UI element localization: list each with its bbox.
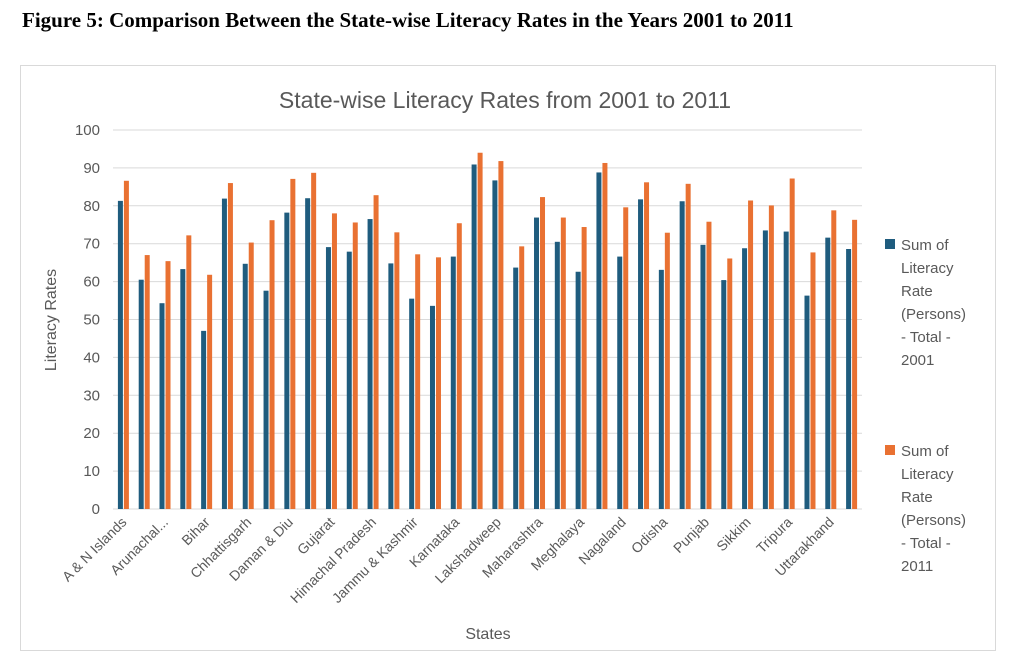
bar-2011: [540, 197, 546, 509]
bar-2001: [159, 303, 165, 509]
bar-2001: [679, 201, 685, 509]
bar-2011: [144, 255, 150, 509]
bar-2001: [534, 217, 540, 509]
bar-2001: [284, 212, 290, 509]
x-tick-label: Sikkim: [713, 514, 753, 554]
bar-2011: [269, 220, 275, 509]
bar-2001: [201, 330, 207, 509]
x-tick-label: Bihar: [178, 514, 213, 549]
y-tick-label: 90: [83, 160, 100, 177]
bar-2001: [596, 172, 602, 509]
bar-2001: [450, 256, 456, 509]
chart-title: State-wise Literacy Rates from 2001 to 2…: [279, 87, 731, 113]
bar-2011: [415, 254, 421, 509]
y-tick-label: 100: [75, 122, 100, 139]
bar-2011: [581, 227, 587, 510]
bar-2001: [388, 263, 394, 509]
bar-2011: [331, 213, 337, 509]
bar-2011: [602, 162, 608, 509]
bar-2001: [554, 241, 560, 509]
bar-2001: [429, 305, 435, 509]
x-tick-label: Punjab: [670, 514, 712, 556]
bar-2001: [492, 180, 498, 510]
y-tick-label: 50: [83, 312, 100, 329]
bar-2011: [373, 195, 379, 510]
bar-2001: [409, 298, 415, 509]
bar-2001: [180, 269, 186, 509]
bar-2001: [617, 256, 623, 509]
bar-2011: [831, 210, 837, 509]
bar-2011: [435, 257, 441, 509]
bar-2001: [471, 164, 477, 509]
bar-2011: [685, 183, 691, 509]
bar-2001: [575, 271, 581, 509]
bar-2011: [810, 252, 816, 510]
chart-frame: [20, 65, 996, 651]
bar-2011: [352, 222, 358, 509]
bar-2011: [456, 223, 462, 509]
bar-2011: [519, 246, 525, 509]
bar-2001: [638, 199, 644, 509]
figure-caption: Figure 5: Comparison Between the State-w…: [22, 8, 794, 32]
bar-2011: [123, 180, 129, 509]
bar-2011: [768, 205, 774, 509]
y-tick-label: 40: [83, 349, 100, 366]
y-tick-label: 80: [83, 198, 100, 215]
bar-2001: [242, 263, 248, 509]
y-tick-label: 20: [83, 425, 100, 442]
bar-2001: [117, 200, 123, 510]
bar-2011: [664, 232, 670, 510]
y-tick-label: 10: [83, 463, 100, 480]
bar-2011: [727, 258, 733, 509]
bar-2001: [658, 269, 664, 509]
x-tick-label: Odisha: [628, 514, 671, 557]
bar-2001: [700, 244, 706, 509]
bar-2011: [644, 182, 650, 509]
bar-2001: [367, 219, 373, 509]
bar-2001: [804, 295, 810, 509]
bar-2001: [138, 279, 144, 509]
bar-2001: [783, 231, 789, 509]
bar-2011: [394, 232, 400, 509]
y-tick-label: 60: [83, 274, 100, 291]
legend-label: Sum of Literacy Rate (Persons) - Total -2011: [901, 443, 966, 575]
y-tick-label: 70: [83, 236, 100, 253]
bar-2011: [248, 242, 254, 510]
bar-2011: [165, 261, 171, 509]
bar-2011: [290, 178, 296, 510]
legend-swatch: [885, 239, 895, 249]
bar-2001: [846, 249, 852, 510]
x-axis-label: States: [465, 626, 510, 643]
bar-2011: [186, 235, 192, 509]
bar-2001: [263, 290, 269, 509]
bar-2011: [498, 161, 504, 509]
bar-2011: [227, 183, 233, 509]
bar-2011: [560, 217, 566, 509]
bar-2001: [305, 198, 311, 509]
bar-2001: [762, 230, 768, 509]
bar-2011: [207, 274, 213, 509]
y-tick-label: 30: [83, 387, 100, 404]
bar-2011: [748, 200, 754, 509]
bar-2001: [721, 280, 727, 509]
bar-2001: [742, 248, 748, 510]
bar-2001: [346, 251, 352, 509]
bar-2011: [852, 219, 858, 509]
bar-2001: [825, 237, 831, 510]
legend-swatch: [885, 445, 895, 455]
bar-2011: [477, 152, 483, 510]
y-tick-label: 0: [92, 501, 100, 518]
y-axis-label: Literacy Rates: [43, 269, 60, 371]
legend-label: Sum of Literacy Rate (Persons) - Total -2001: [901, 237, 966, 369]
bar-2011: [789, 178, 795, 509]
bar-2011: [706, 221, 712, 509]
bar-2001: [221, 198, 227, 509]
bar-2011: [623, 207, 629, 510]
bar-2001: [513, 267, 519, 509]
bar-2011: [311, 172, 317, 509]
bar-2001: [325, 247, 331, 509]
